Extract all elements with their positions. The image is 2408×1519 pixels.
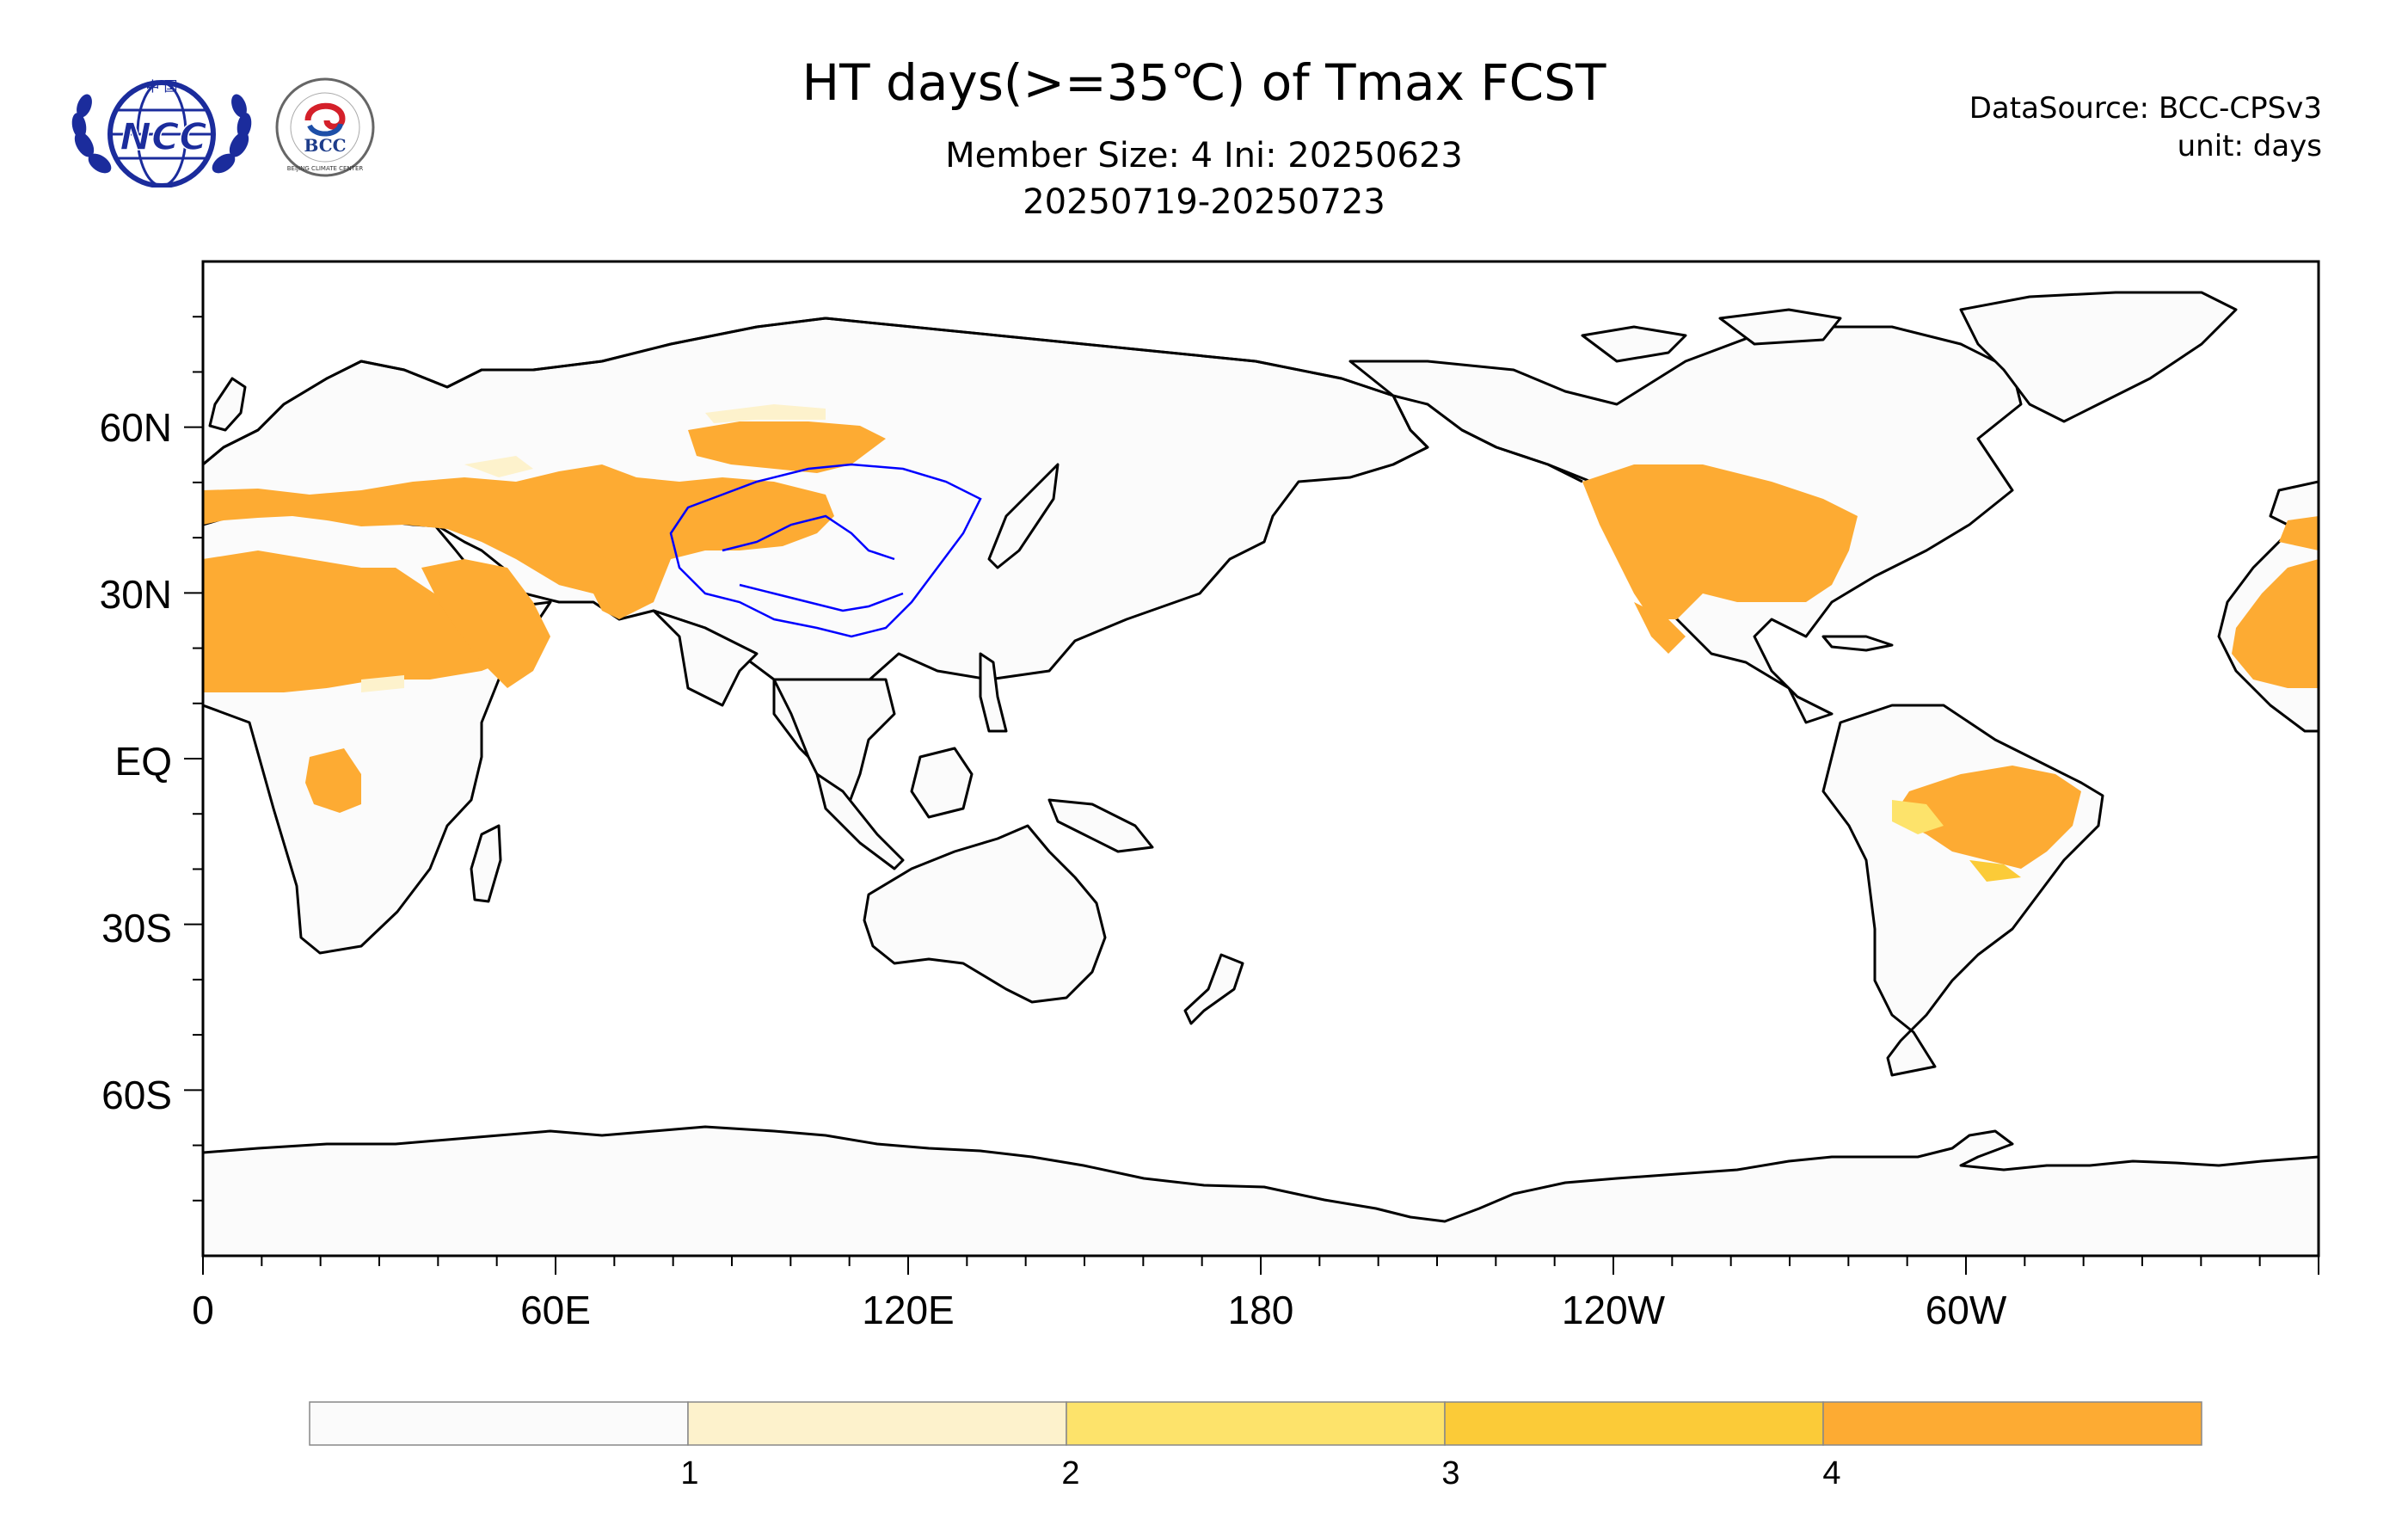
canadian-islands-2-land [1718, 308, 1842, 346]
date-range: 20250719-20250723 [1023, 182, 1385, 222]
sahara-west-ht-region [2232, 559, 2319, 688]
iberia-edge-land [2269, 480, 2319, 526]
colorbar-tick-2: 2 [1061, 1455, 1080, 1491]
colorbar-tick-4: 4 [1822, 1455, 1841, 1491]
brazil-ht-region [1892, 766, 2081, 869]
new-zealand-land [1183, 953, 1244, 1025]
borneo-land [910, 747, 974, 819]
ht-fringe-1 [464, 456, 533, 477]
cuba-land [1821, 635, 1894, 652]
map-subtitle: Member Size: 4 Ini: 20250623 [945, 136, 1463, 175]
xtick-180: 180 [1227, 1288, 1294, 1332]
colorbar [309, 1401, 2202, 1446]
uk-land [208, 377, 247, 432]
eurasia-ht-band [203, 464, 834, 619]
north-africa-ht-region [203, 550, 525, 692]
colorbar-box [687, 1401, 1067, 1446]
iberia-ht-region [2279, 516, 2319, 550]
bcc-logo: BCC BEIJING CLIMATE CENTER [275, 77, 375, 177]
japan-land [987, 463, 1060, 569]
xtick-60e: 60E [520, 1288, 591, 1332]
antarctica-land [203, 1125, 2319, 1256]
colorbar-box [1444, 1401, 1824, 1446]
ytick-60n: 60N [99, 405, 172, 450]
ncc-logo-text: NCC [120, 115, 206, 159]
xtick-60w: 60W [1925, 1288, 2007, 1332]
bcc-ring-text: BEIJING CLIMATE CENTER [287, 165, 364, 172]
canadian-islands-land [1581, 325, 1687, 363]
colorbar-box [309, 1401, 689, 1446]
ytick-60s: 60S [101, 1073, 172, 1117]
ht-days-shading [203, 404, 2319, 882]
philippines-land [979, 652, 1008, 733]
sumatra-land [815, 772, 905, 870]
ht-fringe-5 [361, 675, 404, 692]
arabia-ht-region [421, 559, 550, 688]
xtick-120e: 120E [862, 1288, 955, 1332]
ytick-30s: 30S [101, 906, 172, 950]
ytick-30n: 30N [99, 572, 172, 617]
indian-peninsula-land [652, 609, 759, 707]
greenland-land [1959, 291, 2238, 423]
central-africa-ht-region [305, 748, 361, 813]
ht-fringe-3 [1892, 800, 1944, 834]
ht-fringe-2 [705, 404, 826, 423]
ncc-laurel-icon [71, 94, 252, 174]
mexico-ht-region [1634, 602, 1686, 654]
colorbar-tick-3: 3 [1441, 1455, 1460, 1491]
coastline-layer [203, 317, 1583, 483]
central-asia-ht-region [688, 421, 886, 473]
ncc-seal-text: 中 国 [145, 78, 177, 95]
yangtze-river [739, 583, 904, 612]
colorbar-tick-1: 1 [680, 1455, 699, 1491]
colorbar-box [1066, 1401, 1446, 1446]
unit-label: unit: days [2177, 129, 2322, 163]
data-source: DataSource: BCC-CPSv3 [1969, 91, 2322, 126]
xtick-120w: 120W [1561, 1288, 1666, 1332]
map-title: HT days(>=35℃) of Tmax FCST [802, 53, 1606, 112]
ncc-logo: 中 国 NCC [71, 78, 252, 188]
china-border [669, 463, 982, 638]
xtick-0: 0 [192, 1288, 214, 1332]
southeast-asia-land [772, 678, 896, 810]
new-guinea-land [1047, 798, 1154, 853]
bcc-logo-text: BCC [304, 135, 346, 156]
madagascar-land [470, 824, 502, 903]
data-source-block: DataSource: BCC-CPSv3 unit: days [1969, 89, 2322, 165]
australia-land [863, 824, 1107, 1004]
us-ht-region [1582, 464, 1858, 619]
yellow-river [722, 514, 895, 561]
ht-fringe-4 [1969, 860, 2021, 882]
axis-ticks [184, 316, 2319, 1275]
ytick-eq: EQ [114, 739, 172, 784]
colorbar-box [1822, 1401, 2202, 1446]
iran-ht-region [533, 550, 654, 611]
rivers-layer [669, 463, 982, 638]
